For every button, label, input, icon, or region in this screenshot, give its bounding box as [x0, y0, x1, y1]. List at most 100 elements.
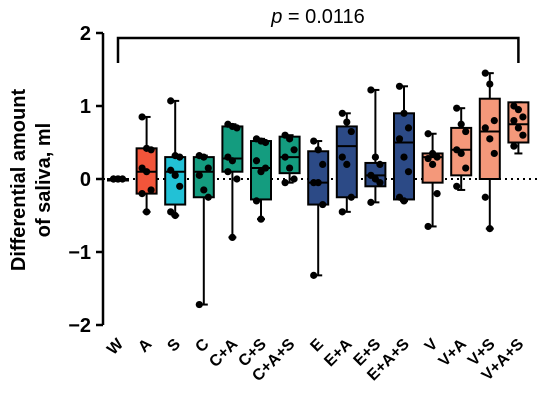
p-value-symbol: p: [270, 6, 282, 28]
data-point: [404, 124, 413, 132]
p-value-annotation: p = 0.0116: [270, 6, 365, 28]
y-axis-label: Differential amount of saliva, ml: [8, 89, 55, 272]
data-point: [319, 200, 327, 209]
data-point: [252, 197, 261, 205]
data-point: [519, 113, 527, 121]
data-point: [143, 168, 151, 176]
data-point: [510, 117, 518, 125]
data-point: [224, 168, 232, 176]
data-point: [310, 271, 318, 279]
data-point: [204, 164, 212, 172]
y-tick-label: 2: [80, 23, 91, 45]
data-point: [400, 153, 408, 161]
data-point: [338, 109, 346, 117]
box-S: [164, 156, 187, 206]
data-point: [114, 175, 122, 183]
data-point: [167, 97, 175, 105]
data-point: [347, 193, 355, 201]
data-point: [395, 135, 404, 143]
data-point: [453, 104, 461, 112]
data-point: [286, 135, 294, 143]
data-point: [519, 131, 527, 139]
y-axis-label-line-2: of saliva, ml: [33, 123, 55, 238]
data-point: [233, 124, 241, 132]
data-point: [490, 117, 498, 125]
data-point: [233, 175, 241, 183]
data-point: [290, 146, 298, 154]
x-tick-label: C: [192, 335, 213, 356]
data-point: [252, 157, 261, 165]
y-tick-label: 0: [80, 169, 91, 191]
data-point: [453, 182, 461, 190]
data-point: [347, 127, 355, 136]
data-point: [228, 233, 236, 241]
data-point: [171, 211, 179, 220]
x-tick-label: V+A: [436, 335, 471, 370]
data-point: [462, 127, 470, 136]
y-axis-label-line-1: Differential amount: [8, 89, 30, 272]
data-point: [200, 186, 208, 194]
x-tick-label: V: [422, 336, 442, 356]
data-point: [514, 106, 523, 114]
box-C+A: [221, 125, 244, 173]
x-tick-label: E+A: [321, 335, 356, 370]
data-point: [376, 179, 384, 187]
data-point: [314, 179, 322, 187]
data-point: [367, 86, 375, 94]
box-E: [307, 150, 330, 206]
data-point: [195, 300, 203, 309]
data-point: [424, 154, 432, 163]
data-point: [228, 157, 236, 165]
p-value-text: = 0.0116: [282, 6, 364, 28]
data-point: [490, 149, 498, 158]
data-point: [290, 175, 298, 183]
y-tick-label: 1: [80, 96, 91, 118]
data-point: [281, 179, 289, 187]
data-point: [286, 164, 294, 172]
data-point: [171, 171, 179, 179]
data-point: [338, 153, 346, 161]
data-point: [176, 182, 184, 190]
data-point: [204, 193, 212, 201]
data-point: [433, 153, 441, 161]
data-point: [257, 215, 265, 223]
data-point: [486, 135, 494, 143]
data-point: [433, 190, 441, 198]
data-point: [314, 146, 322, 154]
data-point: [167, 166, 175, 174]
data-point: [310, 137, 318, 145]
data-point: [457, 149, 465, 158]
data-point: [457, 120, 465, 128]
data-point: [143, 208, 151, 216]
data-point: [395, 82, 404, 90]
x-tick-label: S: [164, 336, 184, 356]
data-point: [338, 208, 346, 216]
significance-bracket: [116, 36, 520, 63]
y-tick-label: −1: [68, 242, 91, 264]
data-point: [138, 113, 146, 121]
data-point: [343, 118, 351, 126]
data-point: [376, 160, 384, 168]
data-point: [486, 80, 494, 88]
data-point: [138, 190, 146, 198]
data-point: [343, 160, 351, 168]
data-point: [371, 153, 379, 161]
data-point: [404, 168, 413, 176]
data-point: [424, 222, 432, 231]
data-point: [429, 160, 437, 168]
data-point: [424, 130, 432, 138]
data-point: [319, 160, 327, 168]
data-point: [481, 69, 489, 77]
data-point: [367, 198, 375, 206]
data-point: [176, 153, 184, 161]
data-point: [510, 142, 518, 150]
data-point: [400, 109, 408, 117]
x-tick-label: C+A: [206, 335, 241, 370]
data-point: [200, 153, 208, 161]
data-point: [281, 153, 289, 161]
data-point: [147, 146, 155, 154]
data-point: [261, 138, 270, 147]
x-tick-label: W: [104, 335, 127, 358]
data-point: [514, 124, 523, 132]
